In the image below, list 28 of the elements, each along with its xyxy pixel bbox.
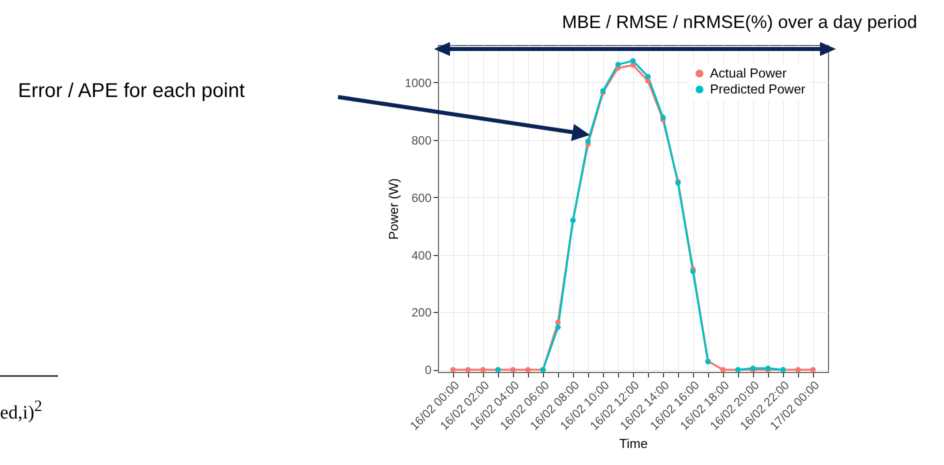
point (555, 320, 561, 326)
text: Error / APE for each point (18, 80, 245, 103)
point (630, 58, 636, 64)
legend-label: Actual Power (710, 66, 788, 80)
y-tick-label: 200 (411, 306, 432, 320)
legend-label: Predicted Power (710, 82, 806, 96)
point (555, 324, 561, 330)
y-tick-label: 0 (424, 363, 432, 378)
point (510, 366, 516, 372)
text: ed,i)$^{2}$ (0, 398, 42, 424)
y-tick-label: 1000 (404, 76, 432, 90)
x-axis-title: Time (619, 436, 648, 452)
point (465, 366, 471, 372)
y-tick-label: 600 (411, 190, 432, 205)
y-tick-label: 800 (411, 133, 432, 148)
point (450, 366, 456, 372)
y-tick-label: 400 (411, 248, 432, 262)
y-axis-title: Power (W) (386, 178, 401, 240)
text: MBE / RMSE / nRMSE(%) over a day period (562, 12, 918, 33)
point (810, 366, 816, 372)
point (480, 366, 486, 372)
point (525, 366, 531, 372)
point (795, 366, 801, 372)
point (720, 366, 726, 372)
point (645, 74, 651, 80)
point (585, 138, 591, 144)
point (615, 62, 621, 68)
point (690, 268, 696, 274)
